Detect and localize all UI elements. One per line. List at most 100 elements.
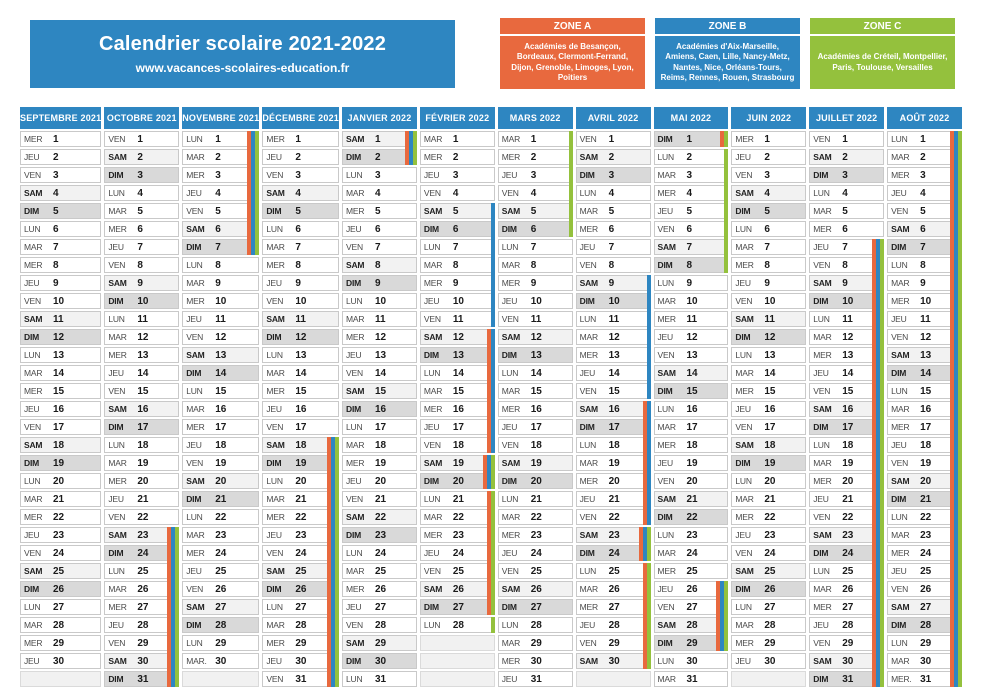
day-number: 24: [137, 547, 149, 559]
holiday-stripe-zone-c: [958, 275, 962, 294]
holiday-stripes: [568, 167, 573, 186]
day-cell: DIM 30: [342, 653, 417, 669]
day-number: 28: [452, 619, 464, 631]
day-label: MAR: [735, 368, 754, 378]
holiday-stripe-zone-b: [954, 293, 958, 312]
day-label: SAM: [108, 152, 127, 162]
day-cell: LUN 20: [731, 473, 807, 489]
day-number: 31: [137, 673, 149, 685]
holiday-stripes: [638, 527, 651, 546]
day-number: 9: [452, 277, 459, 289]
day-label: SAM: [579, 278, 598, 288]
day-number: 12: [215, 331, 227, 343]
holiday-stripe-zone-a: [486, 563, 491, 582]
holiday-stripe-zone-b: [954, 275, 958, 294]
holiday-stripe-zone-b: [954, 599, 958, 618]
day-label: VEN: [657, 476, 675, 486]
day-cell: SAM 13: [887, 347, 962, 366]
holiday-stripe-zone-c: [335, 473, 339, 492]
day-label: MER: [346, 584, 365, 594]
day-number: 26: [452, 583, 464, 595]
day-cell: SAM 18: [731, 437, 807, 453]
day-number: 18: [295, 439, 307, 451]
day-number: 18: [215, 439, 227, 451]
day-number: 16: [137, 403, 149, 415]
holiday-stripe-zone-a: [327, 491, 331, 510]
holiday-stripes: [950, 365, 962, 384]
holiday-stripe-zone-a: [642, 473, 647, 492]
day-label: LUN: [266, 350, 283, 360]
day-cell: MER 8: [20, 257, 102, 273]
holiday-stripe-zone-b: [876, 455, 881, 474]
day-label: MAR: [813, 332, 832, 342]
day-number: 9: [608, 277, 615, 289]
day-cell: SAM 28: [653, 617, 729, 636]
day-label: MER: [891, 548, 910, 558]
day-label: DIM: [501, 476, 517, 486]
holiday-stripe-zone-b: [171, 581, 176, 600]
day-number: 8: [215, 259, 221, 271]
website-link[interactable]: www.vacances-scolaires-education.fr: [135, 61, 350, 75]
day-label: JEU: [266, 404, 282, 414]
day-cell: JEU 11: [887, 311, 962, 330]
day-cell: VEN 1: [104, 131, 180, 147]
day-label: LUN: [266, 224, 283, 234]
day-number: 6: [375, 223, 381, 235]
holiday-stripe-zone-a: [327, 473, 331, 492]
day-number: 20: [375, 475, 387, 487]
day-number: 30: [686, 655, 698, 667]
day-cell: DIM 31: [104, 671, 180, 687]
day-cell: MER 6: [104, 221, 180, 237]
holiday-stripe-zone-b: [331, 527, 335, 546]
holiday-stripe-zone-b: [490, 311, 495, 327]
day-number: 30: [375, 655, 387, 667]
holiday-stripe-zone-b: [490, 365, 495, 384]
day-cell: JEU 21: [575, 491, 651, 510]
day-label: MAR: [501, 638, 521, 648]
zone-box-a: ZONE A Académies de Besançon, Bordeaux, C…: [500, 18, 645, 89]
day-cell: SAM 30: [104, 653, 180, 672]
day-number: 5: [295, 205, 301, 217]
holiday-stripe-zone-a: [247, 221, 252, 240]
holiday-stripe-zone-c: [880, 455, 885, 474]
day-label: JEU: [24, 278, 40, 288]
zone-box-c: ZONE C Académies de Créteil, Montpellier,…: [810, 18, 955, 89]
day-cell: MAR 5: [809, 203, 885, 219]
day-number: 13: [530, 349, 542, 361]
holiday-stripe-zone-b: [954, 329, 958, 348]
day-label: SAM: [266, 188, 285, 198]
day-cell: LUN 7: [497, 239, 573, 255]
day-label: LUN: [891, 386, 908, 396]
holiday-stripe-zone-c: [335, 599, 339, 618]
day-cell: MAR 28: [20, 617, 102, 633]
holiday-stripes: [486, 599, 495, 615]
day-number: 18: [608, 439, 620, 451]
day-number: 22: [295, 511, 307, 523]
day-label: MAR: [813, 206, 832, 216]
holiday-stripe-zone-a: [167, 545, 172, 564]
day-label: MAR: [423, 134, 443, 144]
day-number: 28: [375, 619, 387, 631]
day-label: VEN: [579, 260, 597, 270]
day-label: MER: [501, 530, 521, 540]
day-cell: SAM 7: [653, 239, 729, 258]
day-number: 16: [530, 403, 542, 415]
day-cell: MER 9: [419, 275, 495, 294]
day-label: JEU: [266, 278, 282, 288]
day-number: 25: [452, 565, 464, 577]
holiday-stripe-zone-c: [880, 563, 885, 582]
day-number: 8: [53, 259, 59, 271]
day-cell: MER 17: [182, 419, 260, 435]
day-number: 10: [215, 295, 227, 307]
holiday-stripe-zone-c: [880, 635, 885, 654]
day-number: 12: [920, 331, 932, 343]
day-number: 12: [53, 331, 65, 343]
holiday-stripe-zone-c: [490, 473, 495, 489]
holiday-stripe-zone-b: [954, 149, 958, 168]
day-number: 24: [295, 547, 307, 559]
day-label: LUN: [186, 638, 203, 648]
day-number: 15: [452, 385, 464, 397]
day-cell: JEU 16: [731, 401, 807, 417]
day-cell: JEU 4: [182, 185, 260, 204]
holiday-stripes: [327, 563, 339, 582]
